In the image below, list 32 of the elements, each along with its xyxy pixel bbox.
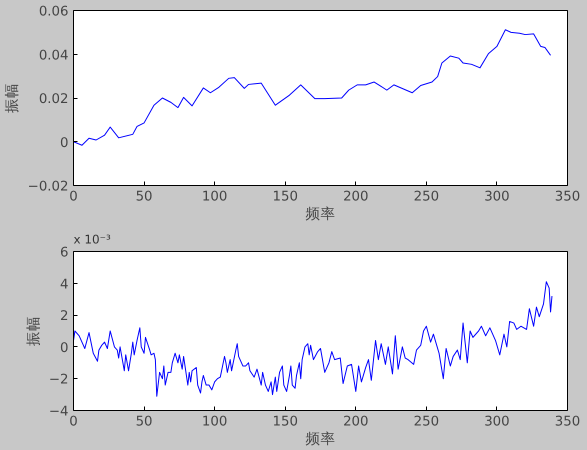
y-tick-label: 0	[60, 136, 69, 151]
y-axis-title: 振幅	[4, 83, 21, 113]
x-tick-label: 150	[272, 190, 298, 204]
y-tick-label: −0.02	[28, 180, 68, 194]
x-tick-label: 100	[202, 414, 228, 430]
y-tick-label: −2	[48, 372, 69, 388]
x-tick-label: 50	[136, 414, 153, 430]
x-tick-label: 150	[272, 414, 298, 430]
x-axis-title: 频率	[306, 430, 336, 448]
x-axis-title: 频率	[306, 206, 336, 222]
y-tick-label: 6	[60, 246, 69, 260]
x-tick-label: 350	[554, 190, 580, 204]
x-tick-label: 200	[343, 190, 369, 204]
y-tick-label: −4	[48, 404, 69, 420]
y-tick-label: 2	[60, 309, 69, 324]
text: x 10⁻³	[74, 232, 112, 246]
x-tick-label: 100	[202, 190, 228, 204]
y-axis-title: 振幅	[24, 316, 42, 346]
y-tick-label: 4	[60, 277, 69, 292]
x-tick-label: 250	[414, 190, 440, 204]
x-tick-label: 350	[554, 414, 580, 430]
x-tick-label: 300	[484, 190, 510, 204]
y-tick-label: 0.06	[38, 4, 69, 20]
y-tick-label: 0.02	[38, 92, 69, 107]
x-tick-label: 50	[136, 190, 153, 204]
x-tick-label: 300	[484, 414, 510, 430]
x-tick-label: 250	[414, 414, 440, 430]
line-series	[74, 281, 552, 397]
y-tick-label: 0	[60, 340, 69, 356]
y-tick-label: 0.04	[38, 48, 69, 64]
x-tick-label: 200	[343, 414, 369, 430]
line-series	[74, 29, 552, 146]
